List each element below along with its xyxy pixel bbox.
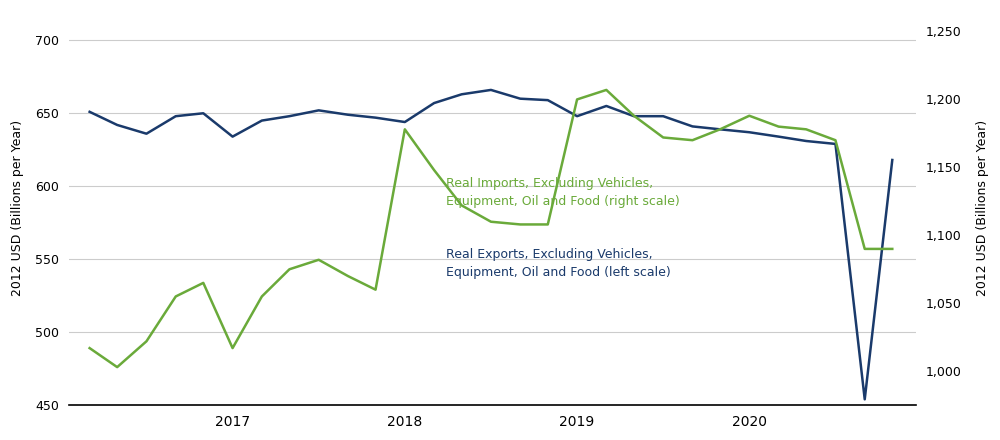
Y-axis label: 2012 USD (Billions per Year): 2012 USD (Billions per Year) (976, 120, 989, 296)
Text: Real Exports, Excluding Vehicles,
Equipment, Oil and Food (left scale): Real Exports, Excluding Vehicles, Equipm… (446, 248, 671, 279)
Text: Real Imports, Excluding Vehicles,
Equipment, Oil and Food (right scale): Real Imports, Excluding Vehicles, Equipm… (446, 177, 680, 208)
Y-axis label: 2012 USD (Billions per Year): 2012 USD (Billions per Year) (11, 120, 24, 296)
